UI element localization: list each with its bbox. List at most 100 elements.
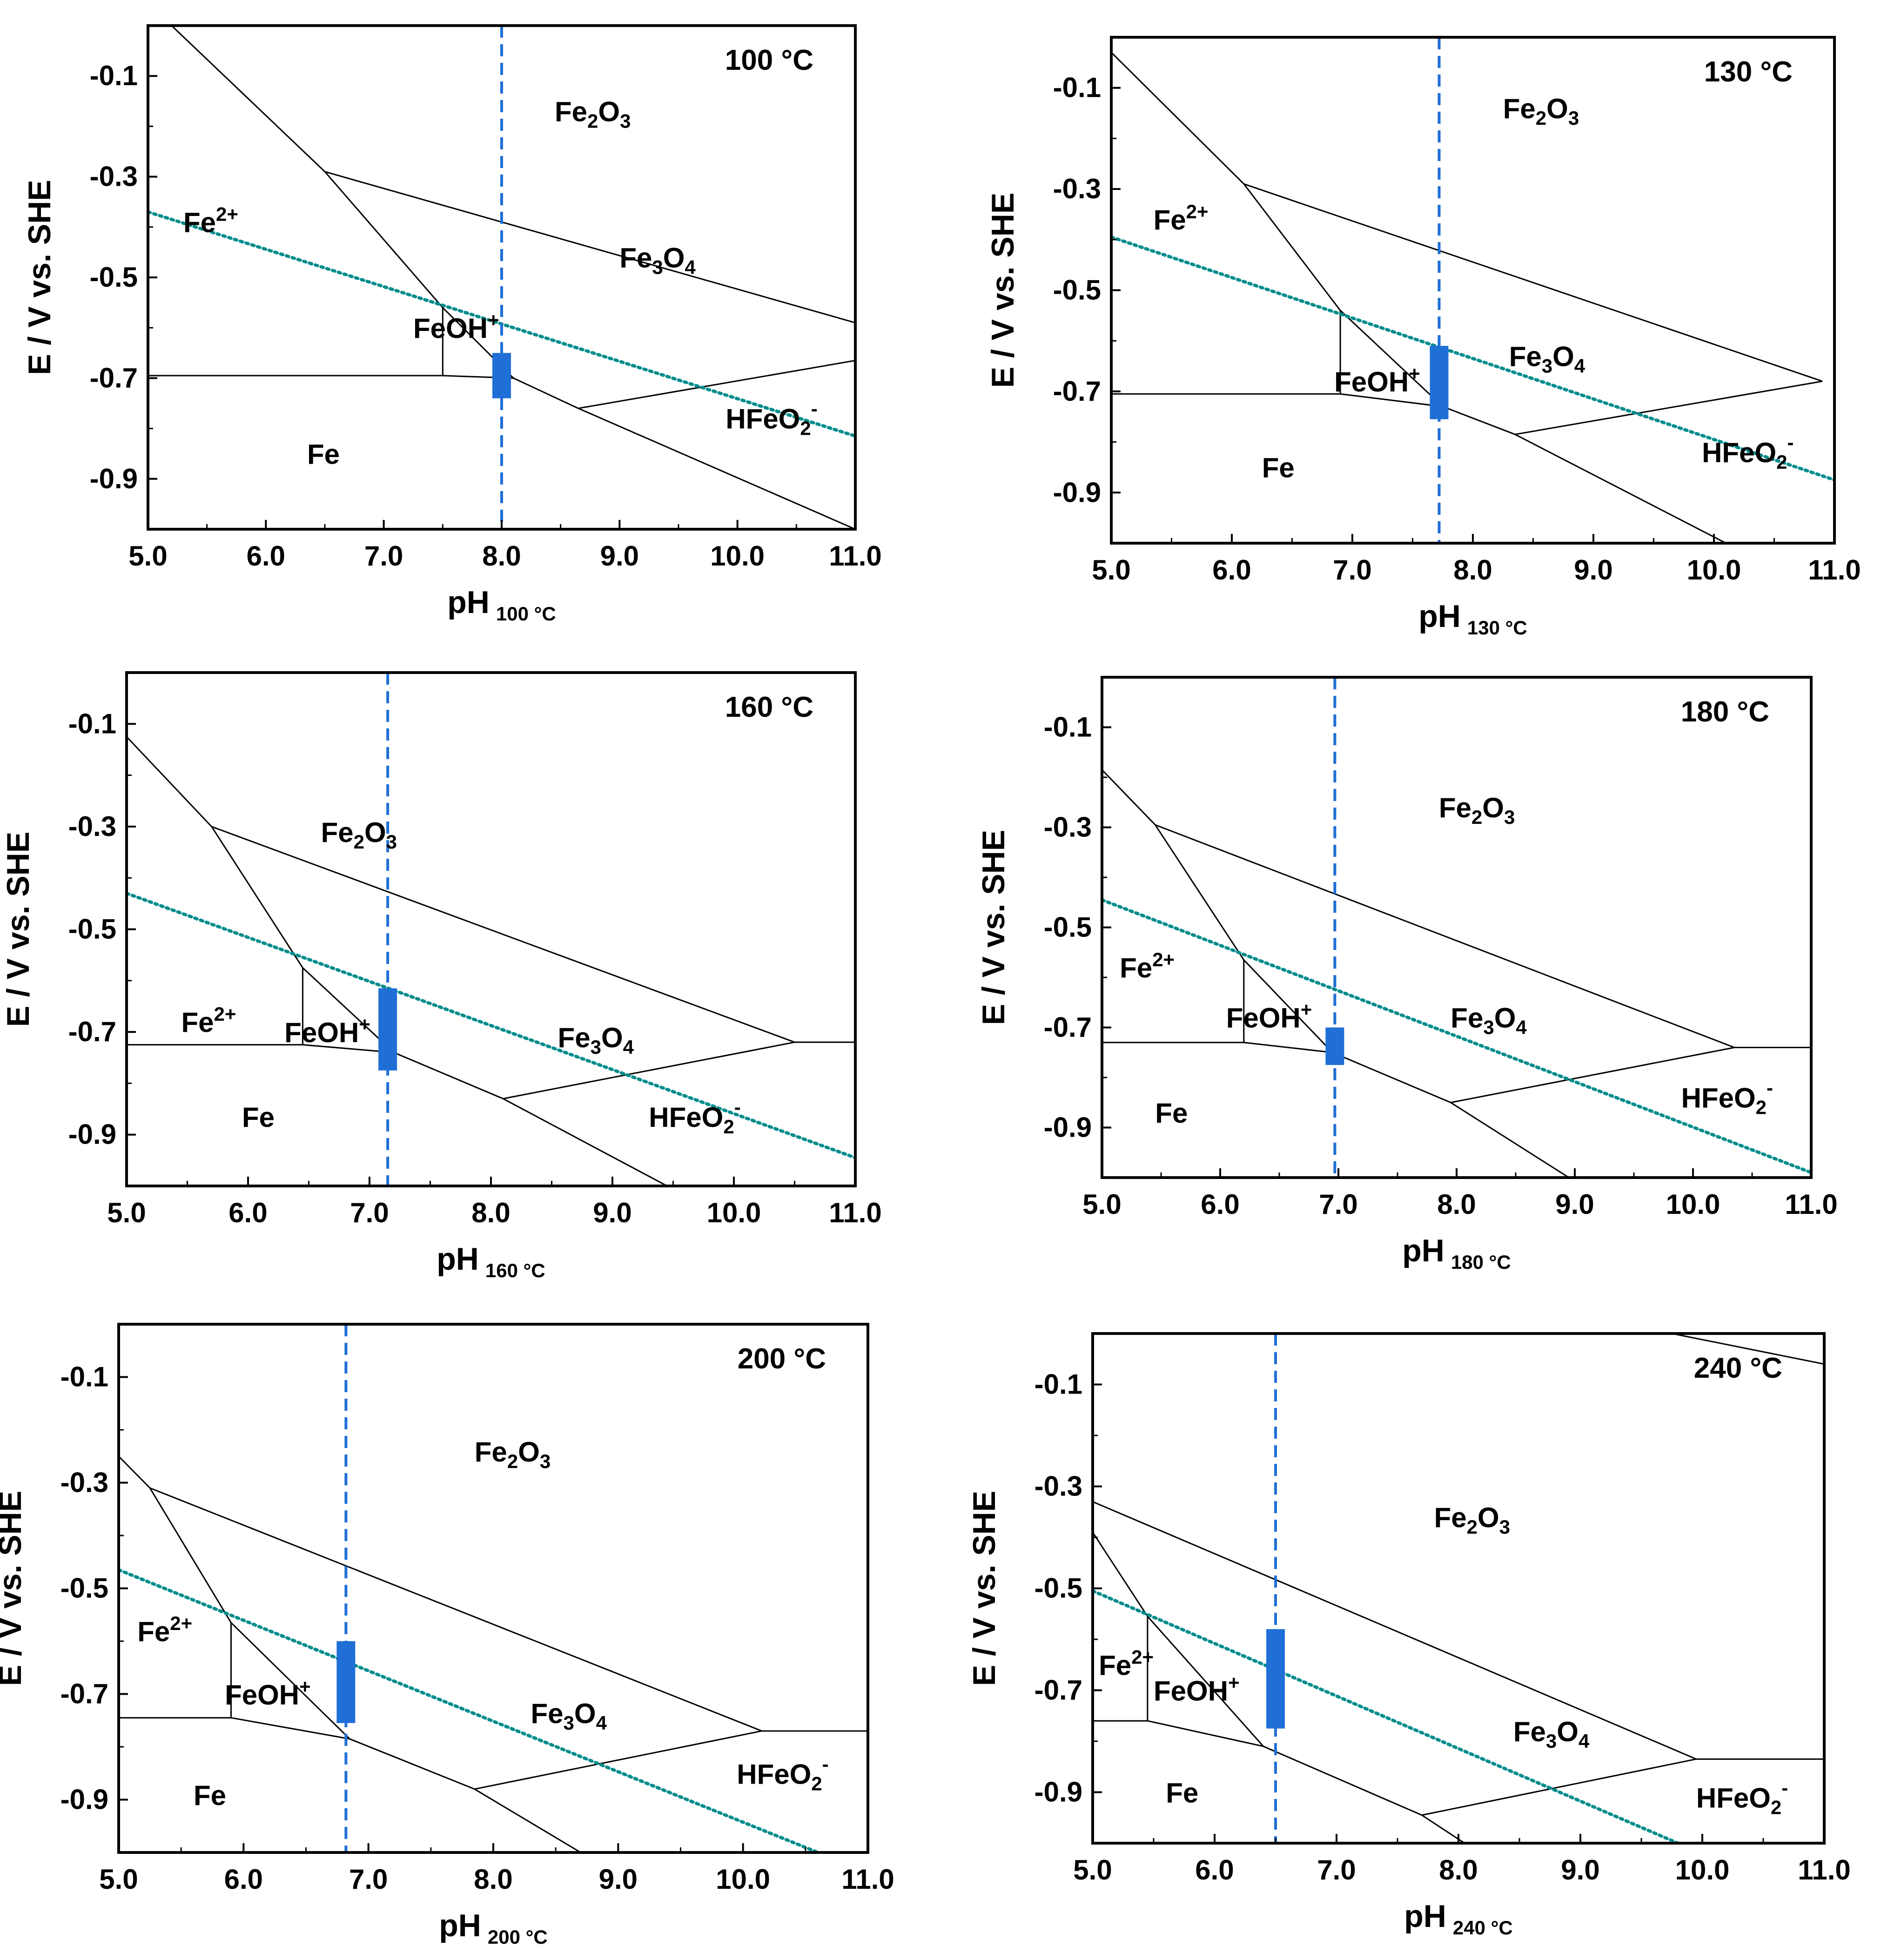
x-tick-label: 5.0 — [99, 1864, 138, 1895]
y-tick-label: -0.7 — [90, 362, 138, 393]
phase-boundary-line — [231, 1717, 350, 1740]
phase-boundary-line — [211, 826, 795, 1043]
panel-temperature-title: 100 °C — [725, 44, 813, 76]
pourbaix-panel-4: Fe2+ Fe2O3 Fe3O4 FeOH+ HFeO2- Fe 5.0 6.0 7.0 8.0 9… — [976, 676, 1838, 1273]
x-tick-label: 8.0 — [471, 1197, 510, 1228]
phase-label-feoh: FeOH+ — [225, 1676, 311, 1711]
phase-label-feoh: FeOH+ — [413, 309, 499, 344]
plot-area — [119, 1324, 868, 1852]
phase-label-feoh: FeOH+ — [1154, 1671, 1240, 1706]
phase-boundary-line — [1111, 310, 1341, 395]
panel-temperature-title: 240 °C — [1694, 1352, 1782, 1384]
y-tick-label: -0.3 — [68, 811, 116, 842]
y-tick-label: -0.9 — [1035, 1777, 1082, 1808]
y-axis-label: E / V vs. SHE — [976, 830, 1011, 1025]
x-tick-label: 6.0 — [1201, 1189, 1239, 1220]
phase-label-feo: Fe3O4 — [1451, 1003, 1527, 1038]
y-tick-label: -0.5 — [1035, 1573, 1082, 1604]
pourbaix-panel-1: Fe2+ Fe2O3 Fe3O4 FeOH+ HFeO2- Fe 5.0 6.0 7.0 8.0 9… — [22, 24, 882, 625]
y-tick-label: -0.7 — [1044, 1012, 1092, 1043]
x-axis-label: pH 200 °C — [439, 1908, 548, 1948]
x-tick-label: 7.0 — [1317, 1854, 1356, 1886]
phase-label-feo: Fe2O3 — [1503, 93, 1579, 129]
x-tick-label: 8.0 — [1437, 1189, 1476, 1220]
pourbaix-panel-2: Fe2+ Fe2O3 Fe3O4 FeOH+ HFeO2- Fe 5.0 6.0 7.0 8.0 9… — [985, 36, 1861, 639]
y-tick-label: -0.3 — [60, 1467, 108, 1498]
phase-label-feo: Fe2O3 — [475, 1436, 551, 1472]
phase-label-fe: Fe — [1166, 1777, 1198, 1808]
plot-area — [148, 26, 855, 529]
phase-label-feo: Fe2O3 — [321, 817, 397, 853]
y-tick-label: -0.3 — [1053, 173, 1101, 204]
phase-boundary-line — [578, 360, 855, 409]
water-stability-line — [1102, 898, 1811, 1174]
phase-label-fe: Fe2+ — [1154, 201, 1209, 236]
potential-range-bar — [1325, 1027, 1344, 1065]
phase-boundary-line — [1451, 1047, 1735, 1104]
phase-label-hfeo: HFeO2- — [1702, 431, 1794, 473]
x-tick-label: 6.0 — [228, 1197, 267, 1228]
phase-boundary-line — [474, 1730, 762, 1790]
phase-boundary-line — [1672, 1334, 1824, 1365]
phase-boundary-line — [1243, 1042, 1333, 1053]
potential-range-bar — [492, 353, 511, 398]
x-axis-label: pH 160 °C — [437, 1241, 545, 1281]
x-tick-label: 7.0 — [350, 1197, 389, 1228]
phase-boundary-line — [503, 1041, 855, 1099]
phase-boundary-line — [1422, 1758, 1697, 1816]
x-axis-label: pH 180 °C — [1402, 1233, 1511, 1273]
y-tick-label: -0.9 — [90, 463, 138, 494]
x-tick-label: 10.0 — [710, 540, 765, 572]
phase-boundary-line — [119, 1623, 232, 1719]
phase-label-feo: Fe2O3 — [1439, 792, 1515, 828]
phase-label-feo: Fe2O3 — [555, 96, 631, 132]
y-tick-label: -0.1 — [1044, 712, 1092, 743]
panel-temperature-title: 160 °C — [725, 691, 813, 723]
x-tick-label: 11.0 — [1808, 554, 1861, 586]
y-tick-label: -0.3 — [1044, 812, 1092, 843]
water-stability-line — [1093, 1589, 1680, 1843]
x-tick-label: 10.0 — [707, 1197, 761, 1228]
y-tick-label: -0.1 — [1053, 72, 1101, 103]
y-axis-label: E / V vs. SHE — [22, 180, 57, 375]
phase-label-fe: Fe2+ — [137, 1612, 192, 1647]
phase-label-feoh: FeOH+ — [1334, 363, 1420, 397]
y-tick-label: -0.7 — [60, 1678, 108, 1710]
phase-label-hfeo: HFeO2- — [726, 398, 817, 439]
phase-boundary-line — [1147, 1720, 1264, 1747]
phase-label-hfeo: HFeO2- — [737, 1753, 828, 1794]
phase-boundary-line — [119, 1455, 581, 1852]
phase-boundary-line — [1093, 1501, 1824, 1760]
phase-label-feo: Fe3O4 — [558, 1022, 634, 1058]
y-tick-label: -0.5 — [1044, 912, 1092, 943]
phase-label-fe: Fe2+ — [1099, 1646, 1154, 1681]
y-tick-label: -0.9 — [60, 1784, 108, 1815]
x-tick-label: 11.0 — [829, 540, 881, 572]
y-tick-label: -0.3 — [90, 161, 138, 192]
y-tick-label: -0.1 — [1035, 1369, 1082, 1400]
x-tick-label: 9.0 — [600, 540, 639, 572]
plot-area — [1093, 1334, 1824, 1843]
plot-area — [1102, 677, 1811, 1178]
phase-label-fe: Fe2+ — [1120, 949, 1175, 983]
phase-label-feo: Fe3O4 — [1513, 1716, 1590, 1752]
phase-label-fe: Fe2+ — [181, 1003, 236, 1038]
y-axis-label: E / V vs. SHE — [985, 193, 1021, 388]
phase-boundary-line — [148, 307, 443, 377]
x-tick-label: 10.0 — [1675, 1854, 1730, 1886]
x-tick-label: 7.0 — [1333, 554, 1371, 586]
y-tick-label: -0.7 — [68, 1016, 116, 1047]
phase-label-feoh: FeOH+ — [284, 1013, 370, 1048]
y-tick-label: -0.7 — [1053, 376, 1101, 407]
water-stability-line — [127, 891, 855, 1159]
x-axis-label: pH 240 °C — [1404, 1899, 1513, 1939]
water-stability-line — [1111, 235, 1834, 482]
phase-label-fe: Fe — [194, 1780, 226, 1811]
x-tick-label: 9.0 — [593, 1197, 631, 1228]
phase-boundary-line — [1111, 52, 1726, 543]
y-axis-label: E / V vs. SHE — [967, 1491, 1002, 1686]
x-tick-label: 11.0 — [1785, 1189, 1837, 1220]
x-tick-label: 11.0 — [1798, 1854, 1850, 1886]
pourbaix-panel-6: Fe2+ Fe2O3 Fe3O4 FeOH+ HFeO2- Fe 5.0 6.0 7.0 8.0 9… — [967, 1332, 1851, 1939]
x-tick-label: 6.0 — [224, 1864, 263, 1895]
